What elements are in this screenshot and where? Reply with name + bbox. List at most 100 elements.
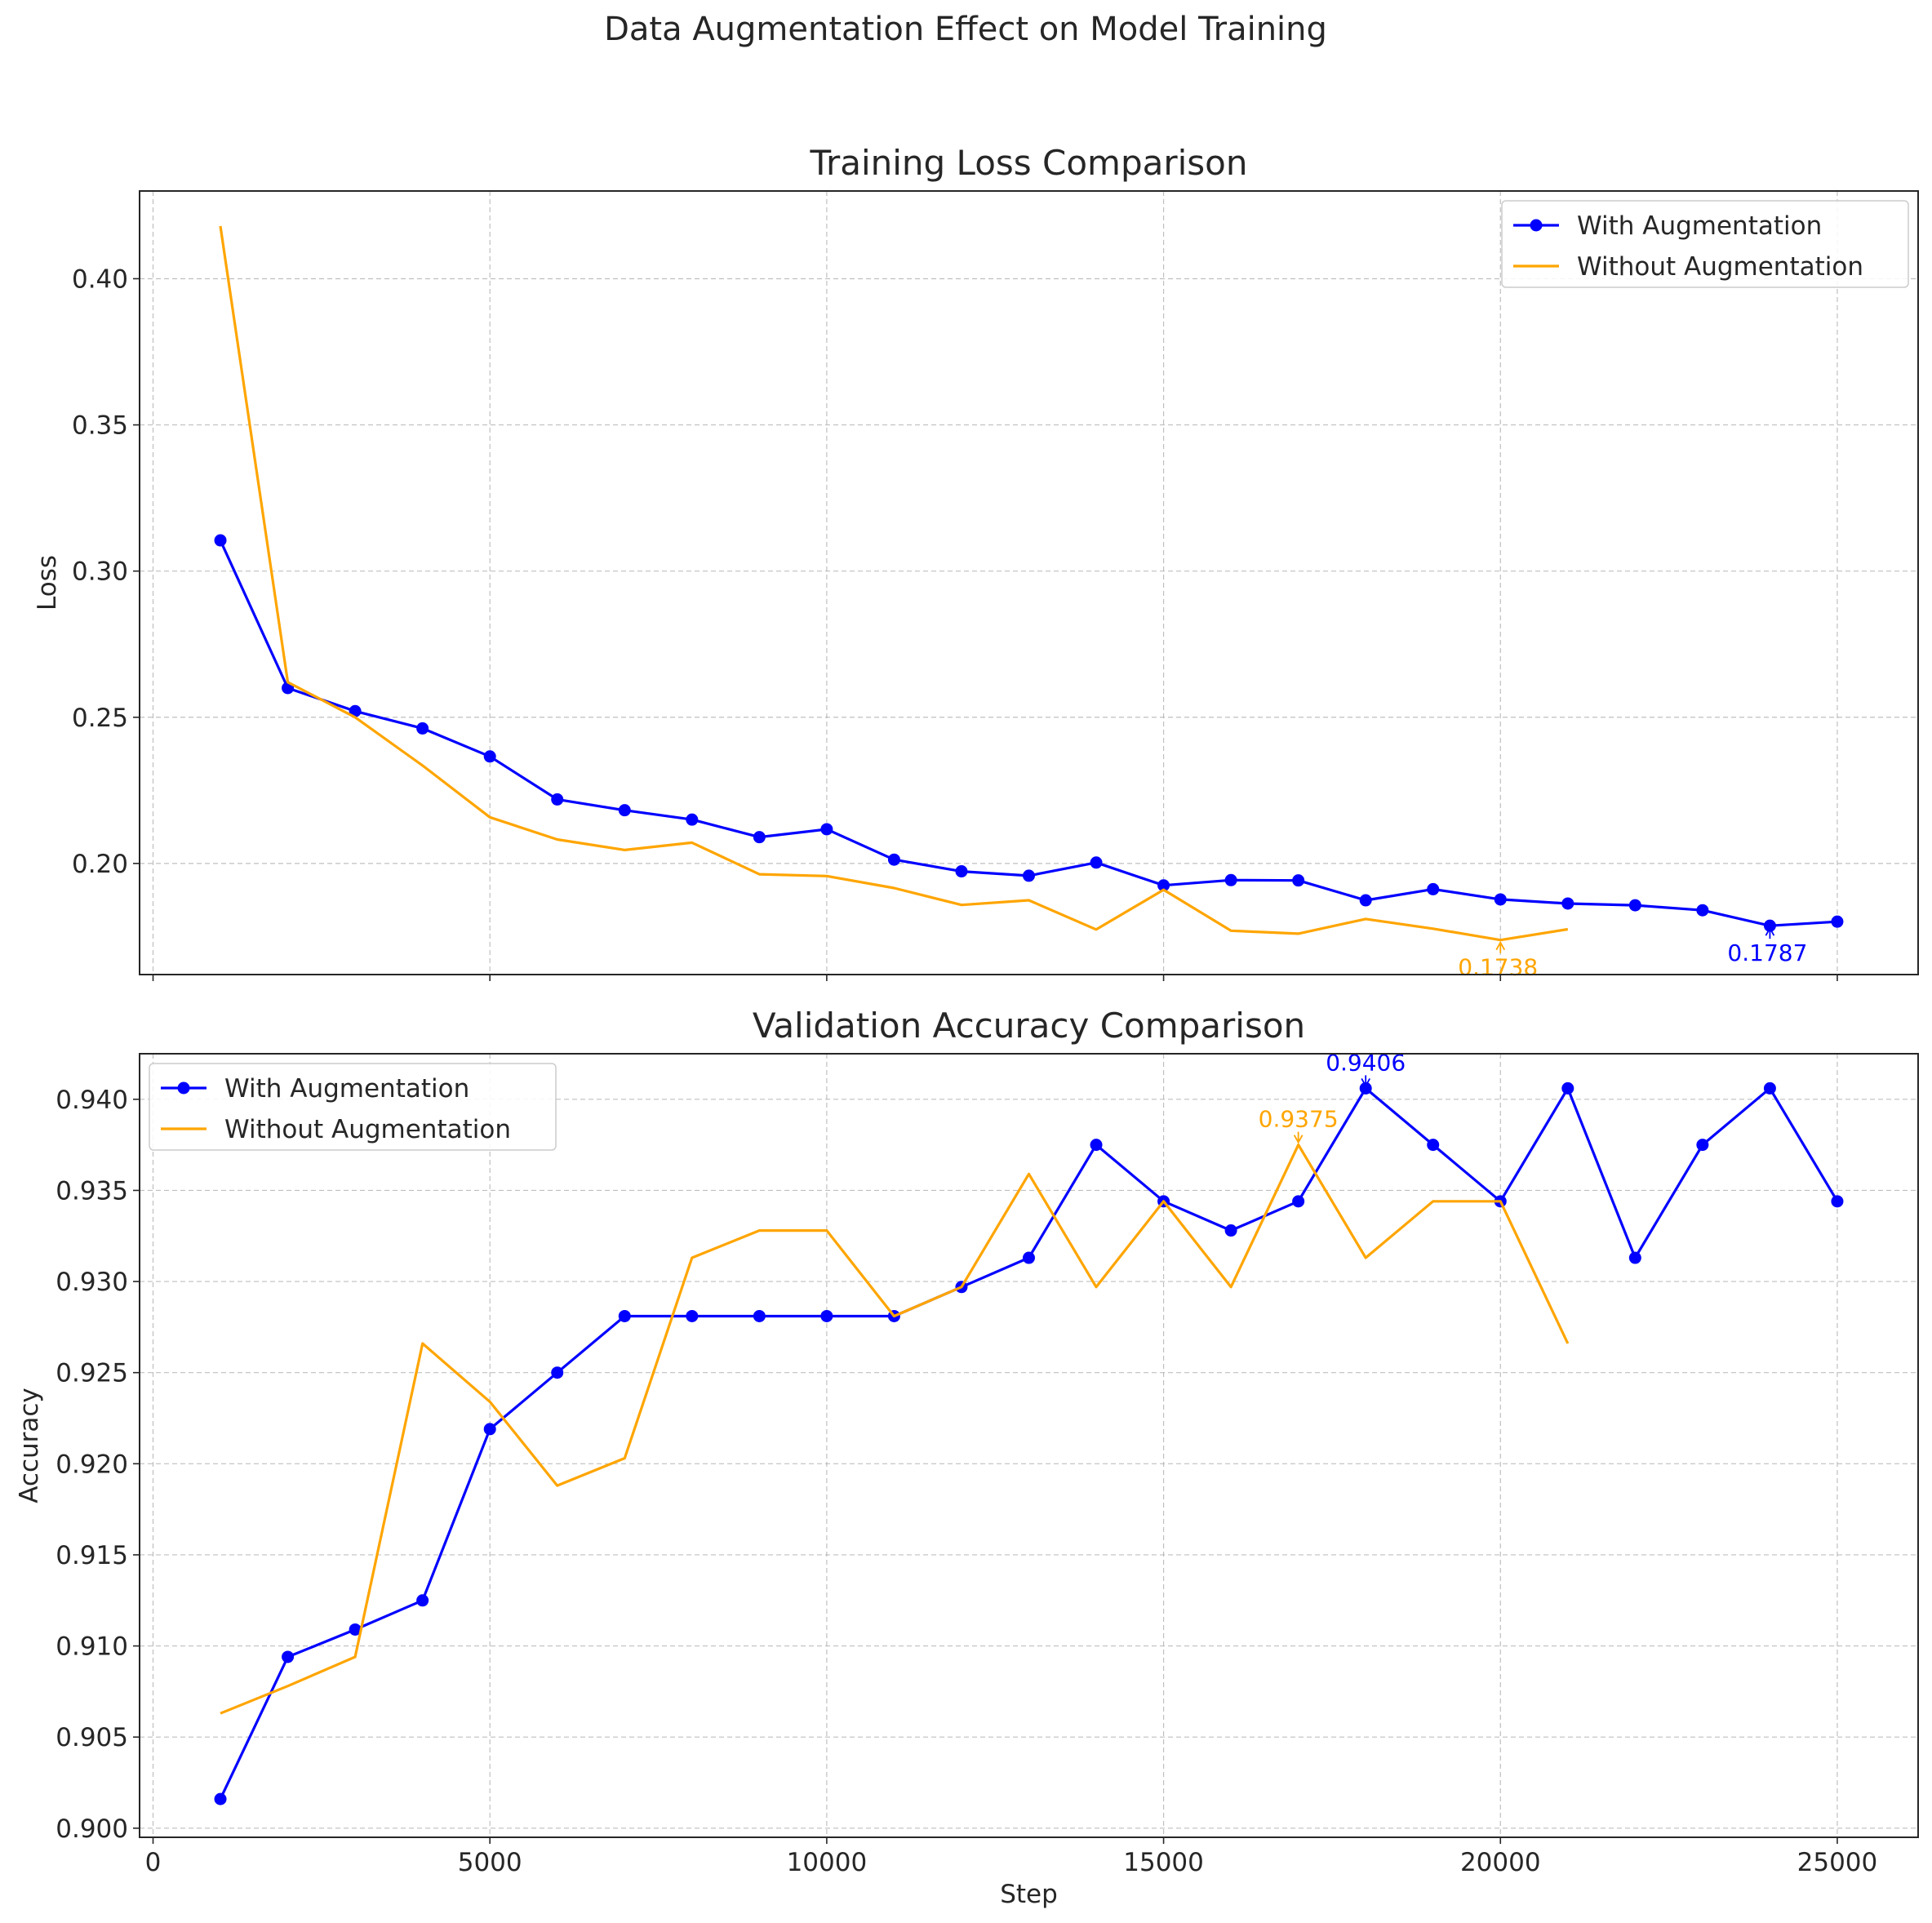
with-augmentation-point [1359,1081,1372,1095]
with-augmentation-point [1628,899,1641,912]
accuracy-chart: 0 5000 10000 15000 20000 25000 0.900 0.905 0.910… [15,1006,1919,1909]
y-tick-label: 0.30 [72,557,128,587]
with-augmentation-point [1494,893,1507,906]
y-tick-label: 0.25 [72,704,128,733]
y-tick-label: 0.900 [56,1814,128,1844]
with-augmentation-point [887,853,900,866]
with-augmentation-point [551,1366,564,1379]
plot-area [214,1081,1844,1805]
annotation: 0.1787 [1727,926,1807,966]
with-augmentation-point [753,831,766,844]
with-augmentation-legend-marker [1530,219,1543,232]
with-augmentation-point [618,1309,631,1322]
with-augmentation-point [214,1792,227,1805]
with-augmentation-legend-label: With Augmentation [1577,211,1822,241]
annotation-label: 0.1738 [1458,954,1538,981]
with-augmentation-point [820,823,833,836]
with-augmentation-point [551,793,564,806]
with-augmentation-point [753,1309,766,1322]
without-augmentation-legend-label: Without Augmentation [224,1115,511,1144]
with-augmentation-point [1628,1251,1641,1264]
with-augmentation-point [483,1423,496,1436]
with-augmentation-point [1427,882,1440,895]
with-augmentation-point [416,1594,429,1607]
with-augmentation-point [1023,869,1035,882]
x-tick-label: 15000 [1123,1848,1204,1877]
legend: With Augmentation Without Augmentation [1501,200,1909,288]
y-tick-label: 0.915 [56,1541,128,1570]
with-augmentation-point [483,750,496,763]
with-augmentation-point [416,722,429,735]
legend: With Augmentation Without Augmentation [149,1063,557,1151]
with-augmentation-line [219,540,1838,927]
y-tick-label: 0.920 [56,1450,128,1479]
with-augmentation-point [1763,919,1776,932]
with-augmentation-point [1831,1195,1844,1208]
x-tick-label: 0 [145,1848,162,1877]
x-tick-label: 10000 [787,1848,868,1877]
y-tick-label: 0.935 [56,1176,128,1206]
y-axis-label: Loss [33,555,62,611]
with-augmentation-point [1359,894,1372,907]
with-augmentation-point [820,1309,833,1322]
with-augmentation-point [1292,874,1305,887]
y-tick-label: 0.930 [56,1268,128,1297]
y-tick-label: 0.905 [56,1723,128,1752]
y-axis-label: Accuracy [15,1388,44,1503]
x-tick-label: 20000 [1460,1848,1541,1877]
y-tick-label: 0.940 [56,1086,128,1115]
with-augmentation-point [1561,1081,1574,1095]
with-augmentation-point [349,1623,362,1636]
plot-area [214,225,1844,942]
with-augmentation-point [1696,1139,1709,1152]
annotation: 0.9406 [1326,1049,1406,1088]
with-augmentation-point [349,704,362,717]
without-augmentation-line [219,225,1569,942]
annotation-arrow [1765,926,1775,939]
with-augmentation-point [1427,1139,1440,1152]
with-augmentation-point [686,1309,699,1322]
x-tick-label: 5000 [458,1848,522,1877]
with-augmentation-point [618,804,631,817]
with-augmentation-point [1696,904,1709,917]
with-augmentation-point [282,1650,295,1663]
with-augmentation-point [214,534,227,547]
annotation: 0.9375 [1259,1106,1339,1144]
y-tick-label: 0.20 [72,850,128,879]
annotation-arrow [1293,1131,1304,1144]
with-augmentation-point [1831,915,1844,928]
plot-frame [139,1053,1919,1838]
x-tick-label: 25000 [1797,1848,1878,1877]
with-augmentation-legend-marker [177,1081,190,1095]
annotation: 0.1738 [1458,940,1538,981]
legend-box [149,1063,557,1151]
annotation-arrow [1361,1075,1370,1088]
with-augmentation-point [686,813,699,826]
with-augmentation-point [955,865,968,878]
x-axis-label: Step [1000,1880,1058,1909]
with-augmentation-point [1561,897,1574,910]
with-augmentation-legend-label: With Augmentation [224,1074,469,1104]
legend-box [1501,200,1909,288]
chart-title: Validation Accuracy Comparison [753,1006,1305,1046]
loss-chart: 0.20 0.25 0.30 0.35 0.40 Training Loss Compar… [33,143,1919,981]
y-tick-label: 0.35 [72,411,128,441]
without-augmentation-legend-label: Without Augmentation [1577,252,1863,282]
with-augmentation-point [1763,1081,1776,1095]
plot-frame [139,190,1919,975]
without-augmentation-line [220,1143,1570,1715]
with-augmentation-point [1157,879,1170,892]
with-augmentation-point [1090,1139,1103,1152]
with-augmentation-point [1023,1251,1035,1264]
y-tick-label: 0.40 [72,264,128,294]
annotation-label: 0.1787 [1727,939,1807,966]
annotation-arrow [1495,940,1506,953]
with-augmentation-point [1292,1195,1305,1208]
with-augmentation-point [1224,873,1237,886]
with-augmentation-point [1224,1224,1237,1237]
annotation-label: 0.9375 [1259,1106,1339,1133]
y-tick-label: 0.925 [56,1359,128,1388]
with-augmentation-point [1090,856,1103,869]
y-tick-label: 0.910 [56,1632,128,1662]
